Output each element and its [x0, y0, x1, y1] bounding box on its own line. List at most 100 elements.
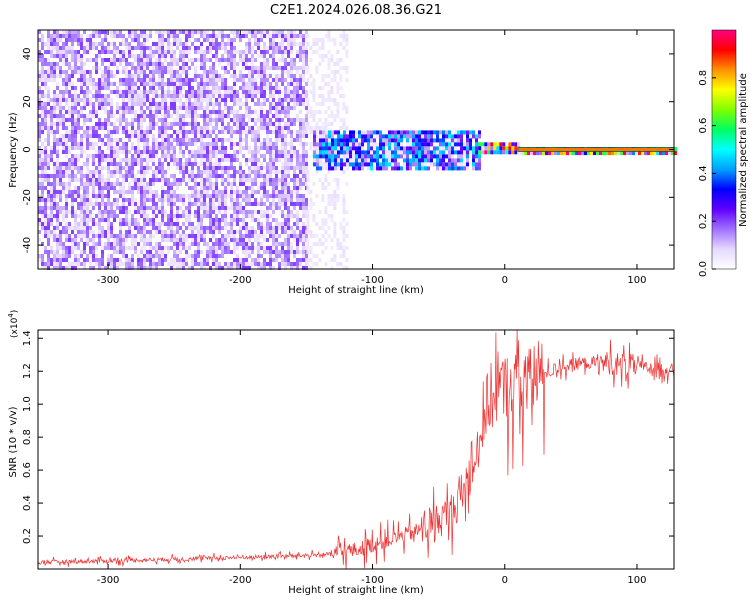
spectrogram-cell [263, 46, 266, 50]
spectrogram-cell [281, 134, 284, 138]
spectrogram-cell [233, 54, 236, 58]
spectrogram-cell [272, 94, 275, 98]
spectrogram-cell [47, 42, 50, 46]
spectrogram-cell [349, 146, 352, 151]
spectrogram-cell [242, 182, 245, 186]
spectrogram-cell [179, 30, 182, 34]
spectrogram-cell [527, 151, 530, 156]
spectrogram-cell [62, 146, 65, 150]
spectrogram-cell [227, 182, 230, 186]
spectrogram-cell [137, 118, 140, 122]
spectrogram-cell [284, 126, 287, 130]
spectrogram-cell [312, 98, 316, 102]
spectrogram-cell [215, 70, 218, 74]
spectrogram-cell [334, 162, 337, 167]
spectrogram-cell [284, 178, 287, 182]
spectrogram-cell [119, 126, 122, 130]
spectrogram-cell [74, 222, 77, 226]
spectrogram-cell [143, 170, 146, 174]
spectrogram-cell [50, 38, 53, 42]
spectrogram-cell [143, 258, 146, 262]
spectrogram-cell [152, 246, 155, 250]
spectrogram-cell [77, 246, 80, 250]
spectrogram-cell [140, 102, 143, 106]
spectrogram-cell [233, 202, 236, 206]
spectrogram-cell [239, 202, 242, 206]
spectrogram-cell [44, 246, 47, 250]
spectrogram-cell [164, 234, 167, 238]
spectrogram-cell [478, 146, 482, 151]
spectrogram-cell [83, 162, 86, 166]
spectrogram-cell [302, 210, 305, 214]
spectrogram-cell [95, 110, 98, 114]
spectrogram-cell [206, 74, 209, 78]
spectrogram-cell [98, 194, 101, 198]
spectrogram-cell [89, 238, 92, 242]
spectrogram-cell [327, 202, 331, 206]
spectrogram-cell [302, 198, 305, 202]
spectrogram-cell [345, 34, 349, 38]
spectrogram-cell [71, 210, 74, 214]
spectrogram-cell [248, 242, 251, 246]
spectrogram-cell [38, 126, 41, 130]
spectrogram-cell [161, 138, 164, 142]
spectrogram-cell [119, 230, 122, 234]
spectrogram-cell [269, 106, 272, 110]
spectrogram-cell [83, 242, 86, 246]
spectrogram-cell [41, 54, 44, 58]
spectrogram-cell [236, 90, 239, 94]
spectrogram-cell [290, 266, 293, 270]
spectrogram-cell [134, 74, 137, 78]
spectrogram-cell [50, 146, 53, 150]
spectrogram-cell [47, 58, 50, 62]
spectrogram-cell [149, 182, 152, 186]
spectrogram-cell [104, 102, 107, 106]
spectrogram-cell [281, 222, 284, 226]
spectrogram-cell [185, 122, 188, 126]
spectrogram-cell [110, 114, 113, 118]
spectrogram-cell [430, 134, 433, 139]
spectrogram-cell [209, 182, 212, 186]
spectrogram-cell [296, 238, 299, 242]
spectrogram-cell [140, 118, 143, 122]
spectrogram-cell [62, 246, 65, 250]
spectrogram-cell [224, 190, 227, 194]
spectrogram-cell [53, 106, 56, 110]
spectrogram-cell [110, 146, 113, 150]
spectrogram-cell [236, 102, 239, 106]
spectrogram-cell [71, 262, 74, 266]
spectrogram-cell [179, 54, 182, 58]
spectrogram-cell [281, 58, 284, 62]
spectrogram-cell [44, 106, 47, 110]
spectrogram-cell [334, 154, 337, 159]
spectrogram-cell [257, 254, 260, 258]
spectrogram-cell [221, 54, 224, 58]
spectrogram-cell [442, 130, 445, 135]
spectrogram-cell [41, 130, 44, 134]
spectrogram-cell [134, 186, 137, 190]
spectrogram-cell [373, 142, 376, 147]
spectrogram-cell [194, 130, 197, 134]
spectrogram-cell [239, 38, 242, 42]
spectrogram-cell [155, 166, 158, 170]
spectrogram-cell [266, 126, 269, 130]
spectrogram-cell [110, 202, 113, 206]
spectrogram-cell [179, 250, 182, 254]
spectrogram-cell [215, 206, 218, 210]
spectrogram-cell [345, 38, 349, 42]
spectrogram-cell [242, 86, 245, 90]
spectrogram-cell [245, 262, 248, 266]
spectrogram-cell [545, 151, 548, 156]
spectrogram-cell [191, 94, 194, 98]
spectrogram-cell [460, 130, 463, 135]
spectrogram-cell [77, 58, 80, 62]
spectrogram-cell [239, 86, 242, 90]
spectrogram-cell [185, 162, 188, 166]
spectrogram-cell [140, 98, 143, 102]
spectrogram-cell [269, 42, 272, 46]
spectrogram-cell [319, 146, 322, 151]
spectrogram-cell [176, 94, 179, 98]
spectrogram-cell [50, 190, 53, 194]
spectrogram-cell [38, 130, 41, 134]
spectrogram-cell [128, 234, 131, 238]
